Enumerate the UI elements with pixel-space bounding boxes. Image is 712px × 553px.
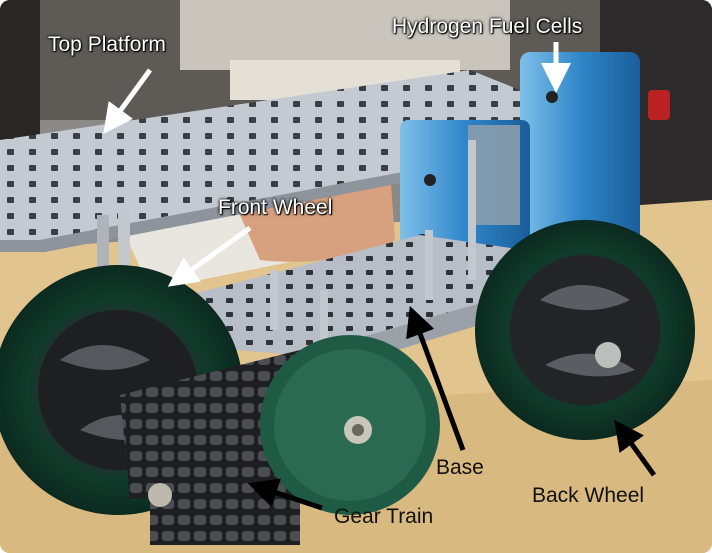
base-label: Base (436, 456, 484, 479)
gear-train-label: Gear Train (334, 505, 434, 528)
front-wheel-label: Front Wheel (218, 196, 333, 219)
back-wheel-label: Back Wheel (532, 484, 645, 507)
fuel-cells-label: Hydrogen Fuel Cells (392, 15, 583, 38)
top-platform-label: Top Platform (48, 33, 166, 56)
